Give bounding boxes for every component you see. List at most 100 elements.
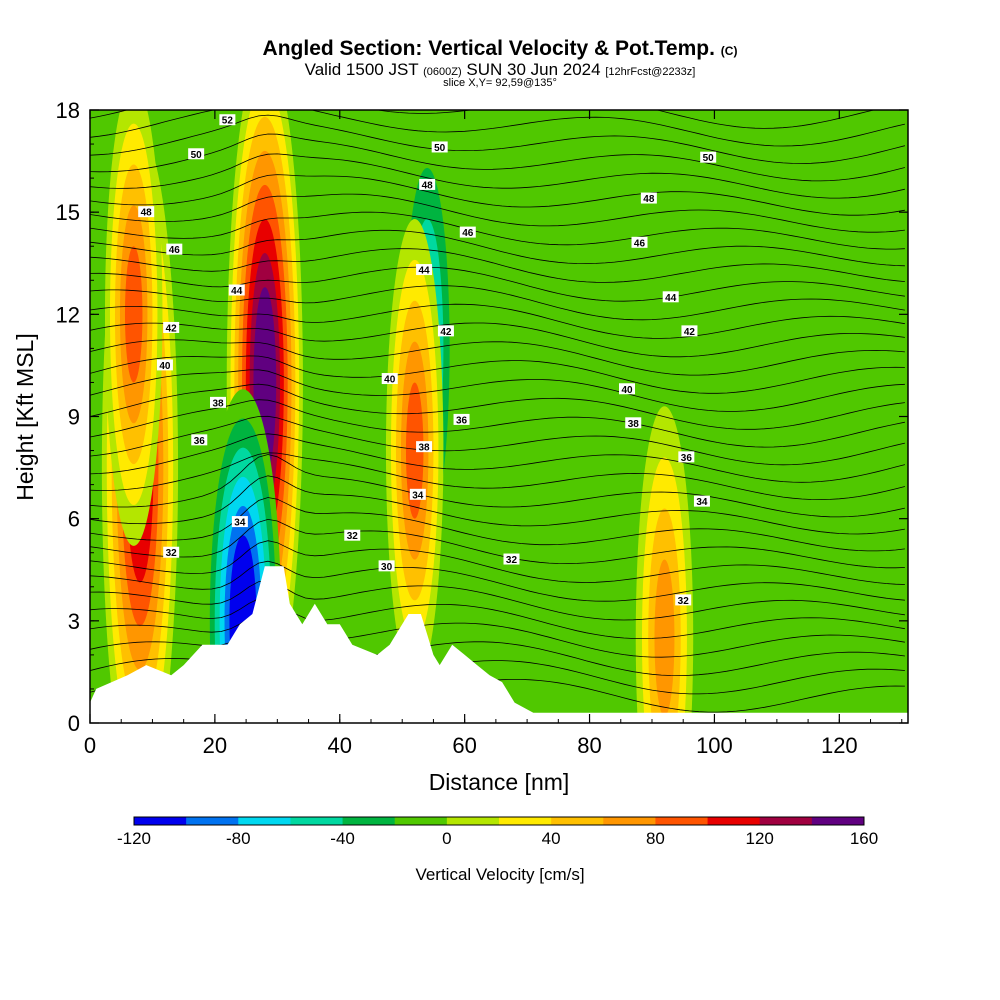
theta-contour-label: 48 <box>419 178 436 191</box>
theta-contour-label: 46 <box>459 226 476 239</box>
theta-contour-label: 44 <box>662 291 679 304</box>
colorbar-swatch <box>759 817 813 825</box>
theta-contour-line <box>90 518 905 569</box>
theta-contour-line <box>90 580 905 621</box>
colorbar-frame <box>133 816 865 826</box>
theta-contour-line <box>90 229 905 267</box>
contour-label-text: 48 <box>422 180 434 191</box>
contour-label-bg <box>228 284 245 296</box>
chart-title: Angled Section: Vertical Velocity & Pot.… <box>0 36 1000 64</box>
contour-label-text: 38 <box>212 398 224 409</box>
contour-label-text: 34 <box>696 497 708 508</box>
theta-contour-line <box>90 174 905 216</box>
contour-label-text: 34 <box>412 490 424 501</box>
contour-label-bg <box>459 226 476 238</box>
contour-label-text: 44 <box>419 266 431 277</box>
theta-contour-label: 32 <box>163 546 180 559</box>
contour-label-bg <box>619 383 636 395</box>
contour-label-bg <box>409 488 426 500</box>
contour-label-text: 32 <box>166 548 178 559</box>
subtitle-valid: Valid 1500 JST <box>304 60 419 79</box>
theta-contour-line <box>90 452 905 501</box>
contour-label-text: 42 <box>684 327 696 338</box>
contour-label-bg <box>231 516 248 528</box>
theta-contour-line <box>90 339 905 376</box>
theta-contour-label: 32 <box>675 594 692 607</box>
theta-contour-label: 40 <box>619 383 636 396</box>
contour-label-bg <box>188 148 205 160</box>
x-tick-label: 40 <box>328 733 352 758</box>
terrain-profile <box>90 566 908 723</box>
contour-label-text: 40 <box>621 385 633 396</box>
theta-contour-line <box>90 285 905 321</box>
contour-label-text: 32 <box>347 531 359 542</box>
y-tick-label: 6 <box>68 507 80 532</box>
theta-contour-label: 38 <box>210 396 227 409</box>
theta-contour-line <box>90 133 905 182</box>
x-tick-label: 100 <box>696 733 733 758</box>
colorbar-swatch <box>551 817 604 825</box>
theta-contour-line <box>90 114 905 164</box>
contour-label-text: 52 <box>222 116 234 127</box>
colorbar-swatch <box>186 817 239 825</box>
colorbar-swatch <box>238 817 291 825</box>
contour-label-text: 50 <box>434 143 446 154</box>
contour-label-bg <box>416 264 433 276</box>
contour-label-bg <box>453 413 470 425</box>
theta-contour-label: 50 <box>431 141 448 154</box>
colorbar-tick-label: -40 <box>330 829 355 848</box>
theta-contour-label: 34 <box>231 516 248 529</box>
theta-contour-line <box>90 614 905 658</box>
contour-label-text: 38 <box>628 419 640 430</box>
theta-contour-line <box>90 433 905 483</box>
y-tick-label: 0 <box>68 711 80 736</box>
theta-contour-label: 44 <box>416 264 433 277</box>
theta-contour-label: 36 <box>678 451 695 464</box>
y-tick-label: 9 <box>68 405 80 430</box>
contour-label-bg <box>416 441 433 453</box>
contour-labels: 52 50 48 46 44 42 40 38 36 34 32 50 48 46 44 42 40 38 36 34… <box>138 114 717 607</box>
colorbar-swatch <box>707 817 761 825</box>
contour-label-text: 46 <box>634 238 646 249</box>
contour-label-bg <box>693 495 710 507</box>
x-tick-label: 60 <box>452 733 476 758</box>
contour-label-text: 50 <box>703 153 715 164</box>
theta-contour-line <box>90 110 905 147</box>
colorbar-tick-label: 40 <box>542 829 561 848</box>
subtitle-forecast: [12hrFcst@2233z] <box>605 66 696 78</box>
theta-contour-label: 42 <box>437 325 454 338</box>
colorbar-swatch <box>811 817 865 825</box>
chart-subtitle: Valid 1500 JST (0600Z) SUN 30 Jun 2024 [… <box>0 60 1000 82</box>
theta-contour-line <box>90 497 905 552</box>
contour-label-text: 36 <box>681 453 693 464</box>
plot-area <box>90 110 908 723</box>
theta-contour-label: 40 <box>381 373 398 386</box>
theta-contour-line <box>90 560 905 602</box>
velocity-band <box>257 321 273 444</box>
x-tick-label: 80 <box>577 733 601 758</box>
contour-label-bg <box>681 325 698 337</box>
theta-contour-line <box>90 211 905 250</box>
contour-label-bg <box>344 529 361 541</box>
chart-title-main: Angled Section: Vertical Velocity & Pot.… <box>262 37 715 60</box>
theta-contour-label: 38 <box>416 441 433 454</box>
theta-contour-line <box>90 322 905 358</box>
contour-label-bg <box>437 325 454 337</box>
colorbar-tick-label: -120 <box>117 829 151 848</box>
colorbar-swatch <box>290 817 344 825</box>
contour-label-text: 32 <box>678 596 690 607</box>
colorbar-swatch <box>603 817 656 825</box>
colorbar-tick-label: -80 <box>226 829 251 848</box>
theta-contour-line <box>90 540 905 585</box>
theta-contour-label: 44 <box>228 284 245 297</box>
theta-contour-label: 46 <box>166 243 183 256</box>
theta-contour-label: 50 <box>188 148 205 161</box>
theta-contour-label: 32 <box>344 529 361 542</box>
colorbar-tick-label: 0 <box>442 829 451 848</box>
theta-contour-label: 40 <box>156 359 173 372</box>
contour-label-bg <box>675 594 692 606</box>
contour-label-text: 38 <box>419 443 431 454</box>
theta-contour-line <box>90 454 905 518</box>
subtitle-utc: (0600Z) <box>423 66 462 78</box>
contour-label-bg <box>503 553 520 565</box>
